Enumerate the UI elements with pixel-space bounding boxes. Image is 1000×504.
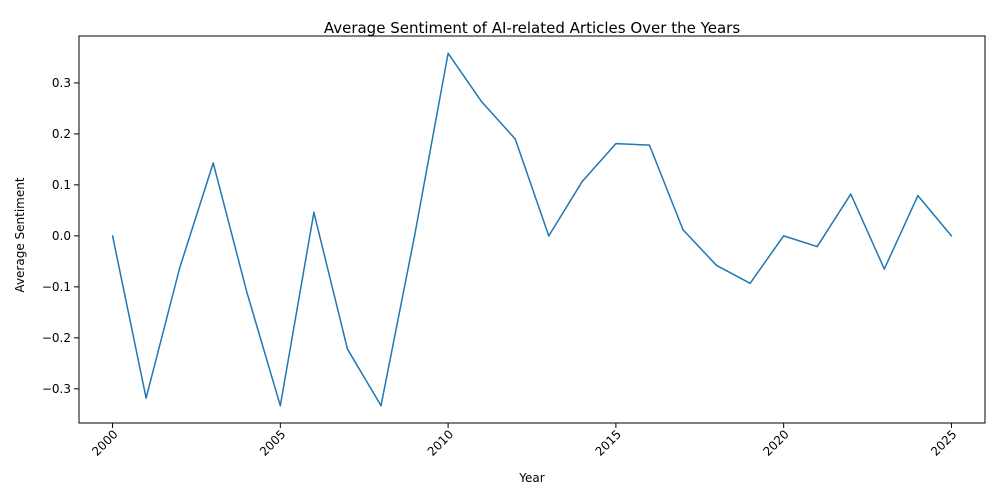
data-point (581, 180, 584, 183)
y-tick-label: −0.1 (42, 280, 71, 294)
data-point (749, 282, 751, 285)
data-point (917, 194, 919, 197)
data-point (111, 235, 114, 237)
x-axis-label: Year (518, 471, 544, 485)
series-layer (111, 52, 953, 407)
data-point (883, 268, 886, 270)
data-point (212, 162, 214, 164)
data-point (950, 235, 953, 237)
data-point (816, 245, 818, 248)
x-tick-label: 2010 (425, 427, 456, 458)
data-point (145, 397, 147, 399)
series-line (111, 52, 953, 407)
data-point (548, 235, 550, 237)
y-tick-label: −0.3 (42, 382, 71, 396)
data-point (782, 235, 785, 237)
data-point (480, 101, 483, 103)
data-point (279, 404, 282, 407)
data-point (715, 264, 718, 267)
data-point (313, 211, 315, 214)
data-point (380, 404, 382, 407)
y-tick-label: 0.0 (52, 229, 71, 243)
x-tick-label: 2020 (760, 427, 791, 458)
data-point (850, 193, 852, 195)
x-tick-label: 2015 (593, 427, 624, 458)
data-point (514, 138, 516, 140)
y-axis-ticks: −0.3 −0.2 −0.1 0.0 0.1 0.2 0.3 (42, 76, 79, 396)
data-point (648, 144, 651, 146)
y-tick-label: 0.2 (52, 127, 71, 141)
data-point (346, 348, 349, 350)
data-point (447, 52, 449, 55)
data-point (682, 229, 684, 231)
x-axis-ticks: 2000 2005 2010 2015 2020 2025 (89, 423, 960, 459)
data-point (178, 267, 181, 269)
chart-title: Average Sentiment of AI-related Articles… (324, 19, 741, 37)
y-tick-label: 0.1 (52, 178, 71, 192)
x-tick-label: 2025 (928, 427, 959, 458)
plot-area-frame (78, 35, 986, 424)
y-tick-label: −0.2 (42, 331, 71, 345)
data-point (615, 142, 617, 145)
data-point (246, 291, 248, 293)
data-point (413, 235, 416, 237)
y-axis-label: Average Sentiment (13, 177, 27, 292)
x-tick-label: 2000 (89, 427, 120, 458)
x-tick-label: 2005 (257, 427, 288, 458)
y-tick-label: 0.3 (52, 76, 71, 90)
